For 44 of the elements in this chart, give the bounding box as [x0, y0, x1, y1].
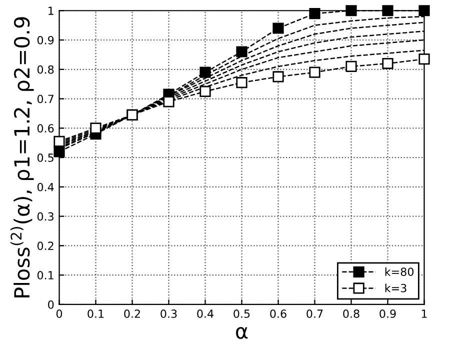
- x-tick-label: 0.3: [160, 309, 177, 318]
- point: [346, 5, 357, 16]
- x-tick-label: 0.7: [306, 309, 323, 318]
- x-tick-label: 0.8: [343, 309, 360, 318]
- x-tick-label: 0: [56, 309, 62, 318]
- point: [382, 5, 394, 16]
- y-tick-label: 0.1: [37, 271, 54, 280]
- point: [54, 136, 65, 147]
- point: [382, 58, 394, 70]
- point: [309, 66, 320, 78]
- point: [418, 5, 430, 16]
- y-tick-label: 0.5: [37, 154, 54, 162]
- y-tick-label: 0.6: [37, 124, 54, 133]
- legend-label: k=80: [385, 267, 414, 276]
- y-tick-label: 0.4: [37, 182, 54, 192]
- x-tick-label: 1: [422, 310, 427, 318]
- point: [418, 54, 430, 65]
- y-tick-label: 1: [48, 6, 54, 15]
- y-tick-label: 0.7: [37, 94, 54, 104]
- point: [346, 60, 357, 72]
- point: [54, 146, 65, 158]
- y-tick-label: 0: [48, 300, 54, 309]
- point: [309, 8, 320, 20]
- x-tick-label: 0.9: [380, 309, 396, 318]
- point: [200, 66, 211, 78]
- x-tick-label: 0.5: [234, 309, 250, 318]
- y-tick-label: 0.9: [37, 36, 54, 44]
- legend-label: k=3: [385, 284, 406, 292]
- point: [200, 86, 211, 97]
- x-tick-label: 0.4: [197, 309, 214, 318]
- x-tick-label: 0.2: [124, 309, 140, 318]
- x-tick-label: 0.6: [270, 309, 286, 318]
- y-axis-title: Ploss$^{(2)}$(α), ρ1=1.2, ρ2=0.9: [10, 17, 34, 298]
- point: [272, 22, 284, 34]
- point: [272, 71, 284, 82]
- y-tick-label: 0.2: [37, 242, 54, 250]
- y-tick-label: 0.8: [37, 65, 54, 74]
- y-tick-label: 0.3: [37, 212, 54, 221]
- point: [90, 122, 102, 134]
- point: [163, 96, 174, 108]
- x-tick-label: 0.1: [88, 309, 104, 318]
- x-axis-title: α: [236, 327, 248, 339]
- point: [236, 46, 248, 58]
- point: [236, 77, 248, 88]
